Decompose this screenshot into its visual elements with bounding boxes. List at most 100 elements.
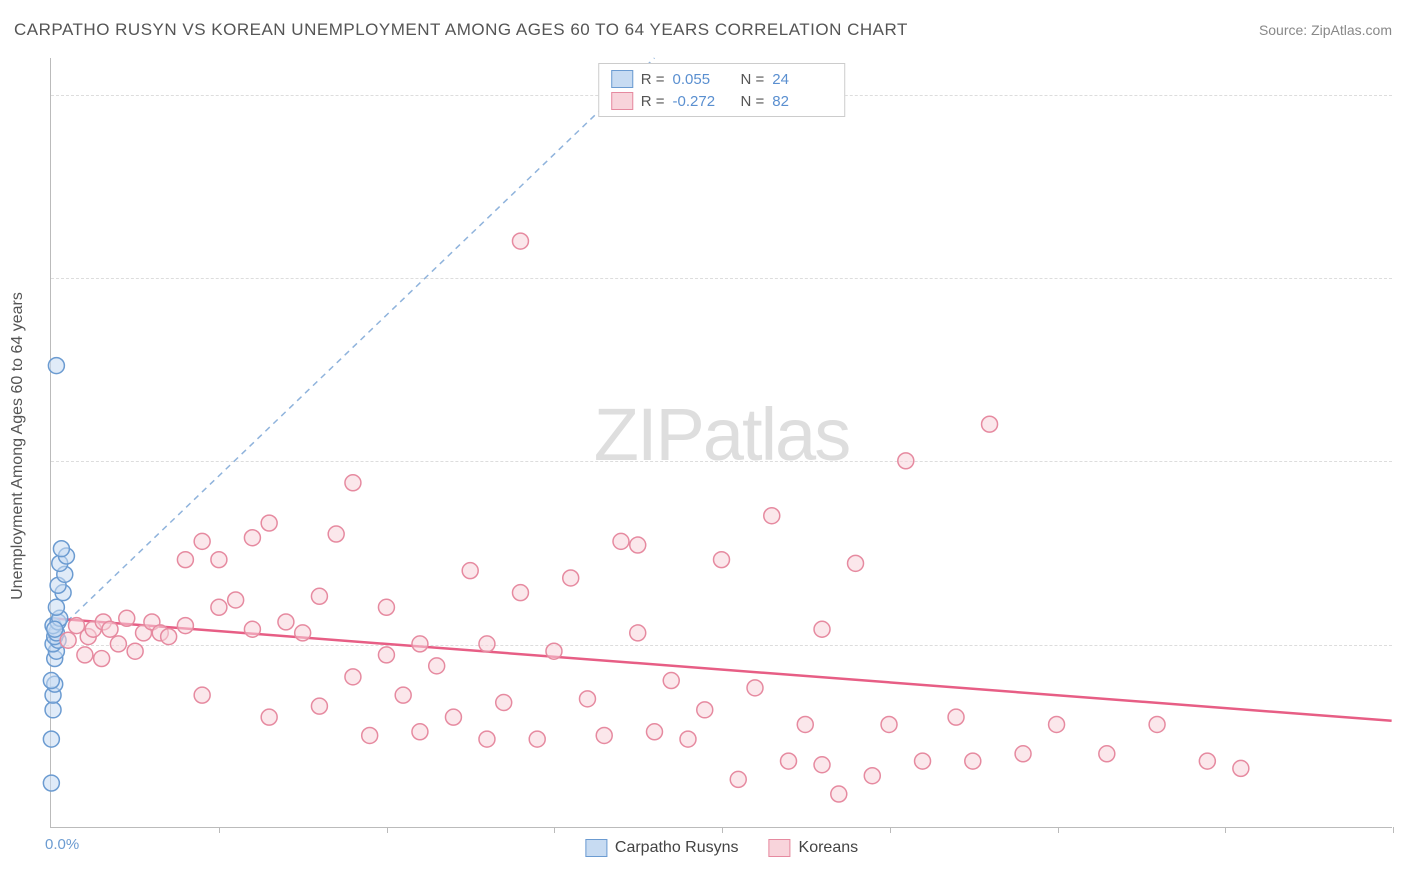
r-value: 0.055 <box>673 71 733 88</box>
korean-point <box>1049 716 1065 732</box>
korean-point <box>747 680 763 696</box>
korean-point <box>94 651 110 667</box>
korean-point <box>965 753 981 769</box>
korean-point <box>345 669 361 685</box>
korean-point <box>797 716 813 732</box>
carpatho-point <box>53 541 69 557</box>
korean-point <box>579 691 595 707</box>
korean-point <box>496 695 512 711</box>
series-name: Carpatho Rusyns <box>615 839 739 857</box>
korean-point <box>512 233 528 249</box>
korean-point <box>864 768 880 784</box>
r-label: R = <box>641 71 665 88</box>
korean-point <box>596 727 612 743</box>
source-attribution: Source: ZipAtlas.com <box>1259 22 1392 38</box>
korean-point <box>630 537 646 553</box>
r-value: -0.272 <box>673 93 733 110</box>
y-tick-label: 15.0% <box>1397 270 1406 287</box>
korean-point <box>345 475 361 491</box>
korean-point <box>362 727 378 743</box>
carpatho-point <box>43 673 59 689</box>
korean-point <box>295 625 311 641</box>
korean-point <box>680 731 696 747</box>
carpatho-swatch <box>611 70 633 88</box>
korean-point <box>161 629 177 645</box>
korean-point <box>479 636 495 652</box>
korean-point <box>412 636 428 652</box>
korean-point <box>546 643 562 659</box>
korean-point <box>764 508 780 524</box>
korean-point <box>630 625 646 641</box>
korean-point <box>177 552 193 568</box>
korean-point <box>378 599 394 615</box>
korean-point <box>1149 716 1165 732</box>
x-tick <box>1058 827 1059 833</box>
korean-point <box>1199 753 1215 769</box>
y-axis-title: Unemployment Among Ages 60 to 64 years <box>9 292 27 600</box>
series-legend-item-carpatho: Carpatho Rusyns <box>585 839 739 857</box>
korean-point <box>529 731 545 747</box>
korean-point <box>881 716 897 732</box>
korean-point <box>244 530 260 546</box>
x-tick <box>1393 827 1394 833</box>
korean-point <box>244 621 260 637</box>
korean-point <box>982 416 998 432</box>
korean-point <box>1015 746 1031 762</box>
korean-point <box>102 621 118 637</box>
korean-point <box>119 610 135 626</box>
korean-point <box>211 552 227 568</box>
x-tick <box>387 827 388 833</box>
korean-point <box>445 709 461 725</box>
n-value: 24 <box>772 71 832 88</box>
x-tick <box>219 827 220 833</box>
korean-point <box>77 647 93 663</box>
korean-point <box>1233 760 1249 776</box>
korean-point <box>848 555 864 571</box>
y-tick-label: 10.0% <box>1397 453 1406 470</box>
korean-point <box>261 709 277 725</box>
korean-point <box>211 599 227 615</box>
carpatho-point <box>45 702 61 718</box>
x-tick <box>890 827 891 833</box>
carpatho-point <box>48 358 64 374</box>
korean-point <box>311 588 327 604</box>
korean-point <box>60 632 76 648</box>
korean-point <box>663 673 679 689</box>
chart-title: CARPATHO RUSYN VS KOREAN UNEMPLOYMENT AM… <box>14 20 908 40</box>
korean-point <box>429 658 445 674</box>
korean-point <box>127 643 143 659</box>
x-tick <box>1225 827 1226 833</box>
korean-point <box>462 563 478 579</box>
carpatho-point <box>43 731 59 747</box>
korean-point <box>378 647 394 663</box>
n-label: N = <box>741 71 765 88</box>
korean-swatch <box>769 839 791 857</box>
legend-row-carpatho: R = 0.055 N = 24 <box>611 68 833 90</box>
korean-point <box>697 702 713 718</box>
legend-row-korean: R =-0.272N =82 <box>611 90 833 112</box>
korean-point <box>898 453 914 469</box>
chart-svg-layer <box>51 58 1392 827</box>
korean-swatch <box>611 92 633 110</box>
r-label: R = <box>641 93 665 110</box>
korean-point <box>915 753 931 769</box>
korean-point <box>194 533 210 549</box>
y-tick-label: 20.0% <box>1397 86 1406 103</box>
korean-point <box>194 687 210 703</box>
x-axis-origin-label: 0.0% <box>45 836 79 853</box>
series-legend: Carpatho Rusyns Koreans <box>585 839 858 857</box>
korean-point <box>110 636 126 652</box>
korean-point <box>328 526 344 542</box>
korean-point <box>177 618 193 634</box>
korean-point <box>228 592 244 608</box>
korean-point <box>261 515 277 531</box>
korean-point <box>479 731 495 747</box>
korean-point <box>278 614 294 630</box>
correlation-legend: R =0.055N =24R =-0.272N =82 <box>598 63 846 117</box>
n-value: 82 <box>772 93 832 110</box>
korean-point <box>646 724 662 740</box>
series-name: Koreans <box>799 839 859 857</box>
carpatho-point <box>43 775 59 791</box>
y-tick-label: 5.0% <box>1397 636 1406 653</box>
korean-point <box>512 585 528 601</box>
